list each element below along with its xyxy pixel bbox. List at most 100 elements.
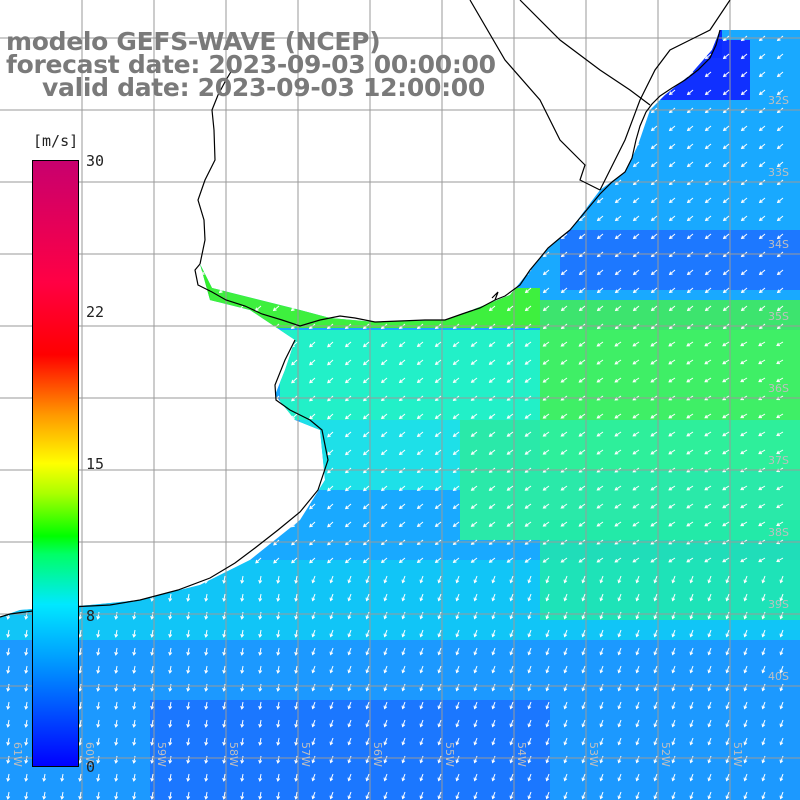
wind-arrow (255, 161, 262, 167)
wind-arrow-head (401, 687, 406, 692)
wind-arrow-head (491, 759, 496, 764)
wind-arrow (777, 71, 784, 77)
wind-arrow-head (309, 397, 313, 402)
wind-arrow (133, 593, 136, 601)
wind-arrow-head (452, 343, 457, 348)
wind-arrow (762, 593, 766, 601)
wind-arrow (741, 161, 748, 167)
wind-arrow (723, 143, 730, 149)
wind-arrow (111, 287, 118, 293)
wind-arrow (295, 755, 298, 763)
wind-arrow (436, 18, 441, 23)
wind-arrow-head (292, 20, 295, 23)
wind-arrow-head (329, 705, 334, 710)
wind-arrow-head (779, 633, 784, 638)
wind-arrow-head (455, 579, 460, 584)
wind-arrow-head (581, 615, 586, 620)
wind-arrow-head (93, 380, 98, 384)
wind-arrow (618, 647, 622, 655)
wind-arrow (148, 18, 153, 23)
wind-arrow (759, 215, 766, 221)
wind-arrow (776, 449, 784, 454)
wind-arrow-head (488, 163, 493, 168)
wind-arrow (277, 791, 280, 799)
wind-arrow (219, 143, 226, 149)
wind-arrow (492, 773, 496, 781)
wind-arrow-head (722, 217, 727, 222)
wind-arrow-head (183, 559, 188, 564)
wind-arrow-head (776, 486, 781, 491)
wind-arrow-head (114, 597, 119, 602)
wind-arrow-head (527, 597, 532, 602)
wind-arrow (759, 161, 766, 167)
wind-arrow (40, 18, 45, 23)
wind-arrow-head (578, 361, 583, 365)
wind-arrow-head (240, 777, 245, 782)
wind-arrow (363, 449, 370, 455)
wind-arrow-head (563, 579, 568, 584)
wind-arrow-head (614, 486, 619, 491)
wind-arrow (21, 287, 28, 293)
wind-arrow-head (470, 235, 475, 240)
wind-arrow-head (506, 487, 511, 491)
wind-arrow (381, 503, 388, 509)
wind-arrow-head (294, 651, 299, 656)
wind-arrow-head (326, 325, 331, 330)
wind-arrow-head (542, 55, 547, 60)
wind-arrow (453, 521, 460, 527)
wind-arrow (708, 791, 712, 799)
wind-arrow-head (434, 559, 439, 564)
wind-arrow (399, 449, 406, 455)
wind-arrow-head (150, 777, 155, 782)
wind-arrow-head (506, 163, 511, 168)
wind-arrow (580, 18, 585, 23)
wind-arrow (435, 287, 442, 293)
wind-arrow-head (112, 20, 115, 23)
wind-arrow-head (291, 559, 295, 564)
wind-arrow-head (725, 615, 730, 620)
wind-arrow-head (689, 633, 694, 638)
wind-arrow-head (437, 651, 442, 656)
wind-arrow-head (311, 669, 316, 674)
wind-arrow (330, 773, 334, 781)
wind-arrow-head (614, 360, 619, 365)
wind-arrow-head (473, 741, 478, 746)
wind-arrow-head (740, 522, 744, 527)
wind-arrow-head (294, 597, 299, 602)
wind-arrow (636, 647, 640, 655)
wind-arrow (381, 413, 388, 419)
wind-arrow-head (222, 795, 227, 800)
wind-arrow-head (380, 451, 385, 456)
wind-arrow-head (204, 705, 209, 710)
wind-arrow-head (273, 343, 277, 348)
wind-arrow-head (653, 651, 658, 656)
wind-arrow-head (473, 705, 478, 710)
wind-arrow-head (524, 91, 529, 96)
wind-arrow-head (614, 342, 619, 347)
wind-arrow (97, 593, 100, 601)
wind-arrow (650, 377, 658, 383)
wind-arrow-head (704, 414, 709, 419)
wind-arrow-head (704, 73, 709, 78)
wind-arrow (345, 125, 352, 131)
wind-arrow-head (276, 651, 281, 656)
wind-arrow (133, 575, 136, 583)
wind-arrow (79, 773, 82, 781)
wind-arrow-head (434, 271, 439, 276)
wind-arrow-head (218, 307, 223, 312)
wind-arrow (507, 557, 514, 563)
wind-arrow-head (650, 145, 655, 150)
wind-arrow (219, 269, 226, 275)
wind-arrow (223, 737, 226, 745)
wind-arrow (348, 701, 352, 709)
wind-arrow (672, 665, 676, 673)
wind-arrow-head (2, 127, 7, 132)
wind-arrow-head (686, 450, 691, 455)
wind-arrow-head (758, 235, 763, 240)
wind-arrow-head (21, 560, 26, 565)
wind-arrow-head (380, 505, 385, 510)
wind-arrow-head (383, 777, 388, 782)
wind-arrow-head (24, 741, 29, 746)
wind-arrow (366, 719, 370, 727)
